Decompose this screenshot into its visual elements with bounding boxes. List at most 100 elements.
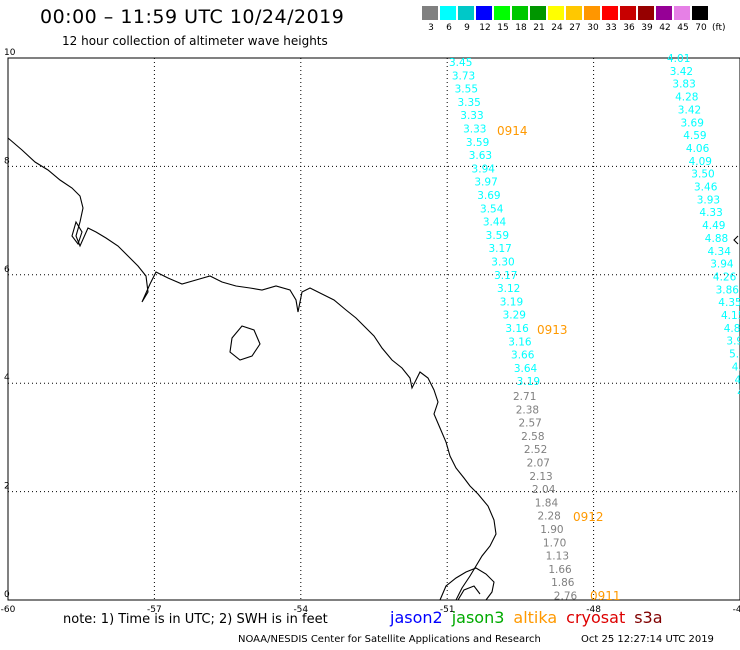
pass-time-label: 0913 [537,323,568,337]
wave-height-label: 3.16 [505,323,529,335]
wave-height-label: 4.59 [683,130,706,142]
axis-tick-labels: -60 -57 -54 -51 -48 -45 0 2 4 6 8 10 [1,48,740,615]
legend-label: 70 [695,23,707,33]
pass-time-label: 0914 [497,124,528,138]
wave-height-label: 1.90 [540,524,563,536]
satellite-label: altika [513,608,558,627]
wave-height-label: 1.70 [543,537,566,549]
y-tick-label: 6 [4,265,10,275]
x-tick-label: -60 [1,605,16,615]
legend-label: 15 [497,23,509,33]
altimeter-tracks: 3.453.733.553.353.333.333.593.633.943.97… [449,53,740,603]
wave-height-label: 4.26 [713,271,737,283]
wave-height-label: 3.69 [681,117,704,129]
wave-height-label: 3.16 [508,336,532,348]
wave-height-label: 3.69 [477,190,500,202]
wave-height-label: 3.86 [716,284,740,296]
wave-height-label: 3.94 [710,259,734,271]
pass-time-labels: 0914 0913 0912 0911 [497,124,621,603]
y-tick-label: 2 [4,482,10,492]
wave-height-label: 3.46 [694,182,718,194]
wave-height-label: 4. [735,374,740,386]
legend-swatch [566,6,582,20]
wave-height-label: 1.66 [548,564,572,576]
satellite-label: jason3 [451,608,505,627]
wave-height-label: 2.58 [521,431,544,443]
legend-label: 12 [479,23,491,33]
wave-height-label: 2.52 [524,444,547,456]
wave-height-label: 4.33 [699,207,722,219]
wave-height-label: 1.13 [546,551,569,563]
y-tick-label: 4 [4,373,10,383]
legend-swatch [656,6,672,20]
wave-height-label: 3.9 [726,336,740,348]
legend-swatch [674,6,690,20]
wave-height-label: 3.59 [486,230,509,242]
wave-height-label: 2.57 [518,418,541,430]
wave-height-label: 3.64 [514,363,538,375]
legend-label: 21 [533,23,545,33]
generation-timestamp: Oct 25 12:27:14 UTC 2019 [581,634,714,645]
wave-height-label: 2.76 [554,591,578,603]
wave-height-label: 3.73 [452,70,475,82]
legend-label: 27 [569,23,581,33]
wave-height-label: 3.35 [457,97,480,109]
map-frame [7,57,740,601]
wave-height-label: 3.55 [455,84,478,96]
legend-label: 36 [623,23,635,33]
wave-height-label: 4.2 [732,361,740,373]
wave-height-label: 2.71 [513,391,536,403]
wave-height-label: 3.44 [483,217,507,229]
wave-height-label: 4.34 [708,246,732,258]
wave-height-label: 2.13 [529,471,552,483]
legend-label: 33 [605,23,617,33]
wave-height-label: 3.17 [494,270,517,282]
x-tick-label: -54 [293,605,308,615]
legend-swatch [638,6,654,20]
wave-height-label: 4.88 [705,233,728,245]
wave-height-label: 3.33 [460,110,483,122]
map-title: 00:00 – 11:59 UTC 10/24/2019 [40,6,345,28]
satellite-label: s3a [634,608,663,627]
wave-height-label: 3.63 [469,150,492,162]
legend-label: 9 [464,23,470,33]
wave-height-label: 4.01 [667,53,690,65]
x-tick-label: -51 [440,605,455,615]
legend-swatch [494,6,510,20]
legend-swatch [548,6,564,20]
legend-label: 3 [428,23,434,33]
legend-unit: (ft) [712,23,726,33]
x-tick-label: -45 [733,605,740,615]
wave-height-label: 3.93 [697,194,720,206]
wave-height-label: 3.42 [670,66,693,78]
wave-height-label: 4.49 [702,220,725,232]
satellite-label: cryosat [566,608,626,627]
legend-label: 45 [677,23,689,33]
wave-height-label: 4.35 [718,297,740,309]
wave-height-label: 3.19 [517,376,540,388]
legend-label: 6 [446,23,452,33]
wave-height-label: 4.15 [721,310,740,322]
wave-height-label: 3.17 [488,243,511,255]
wave-height-label: 3.54 [480,203,504,215]
wave-height-label: 3.42 [678,104,701,116]
legend-label: 42 [659,23,671,33]
legend-swatch [584,6,600,20]
legend-swatch [440,6,456,20]
wave-height-label: 1.86 [551,577,575,589]
wave-height-label: 4.28 [675,92,698,104]
wave-height-label: 3.59 [466,137,489,149]
wave-height-label: 2.28 [537,511,560,523]
wave-height-label: 4.83 [724,323,740,335]
y-tick-label: 0 [4,590,10,600]
coastline [7,137,739,601]
graticule [8,58,740,600]
legend-swatch [476,6,492,20]
legend-label: 39 [641,23,653,33]
legend-label: 24 [551,23,563,33]
legend-label: 18 [515,23,527,33]
legend-swatch [458,6,474,20]
wave-height-label: 4.06 [686,143,710,155]
legend-swatch [620,6,636,20]
